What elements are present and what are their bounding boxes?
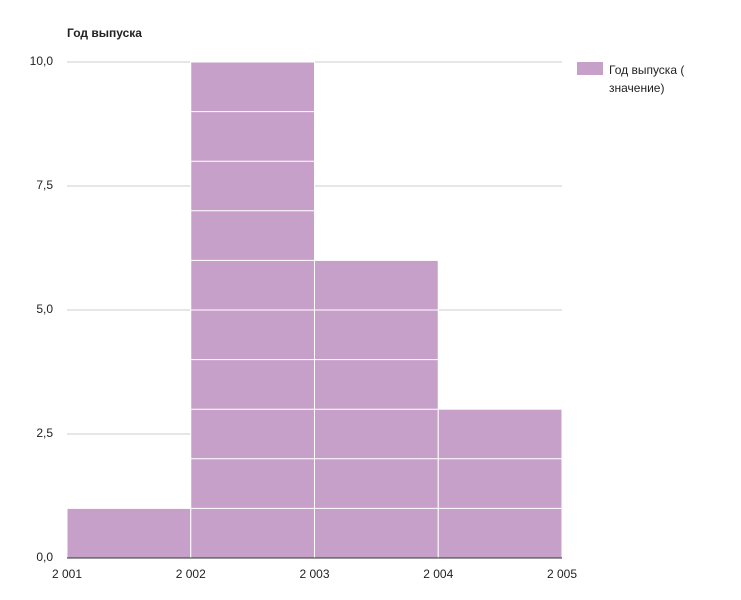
chart-title: Год выпуска xyxy=(67,26,142,40)
x-tick-label: 2 002 xyxy=(176,567,206,581)
legend-label: Год выпуска ( значение) xyxy=(609,63,685,95)
legend-swatch xyxy=(577,62,603,75)
y-tick-label: 7,5 xyxy=(36,178,53,192)
bar xyxy=(66,507,192,559)
bar xyxy=(437,408,563,559)
y-tick-label: 5,0 xyxy=(36,302,53,316)
x-tick-label: 2 005 xyxy=(547,567,577,581)
y-tick-label: 0,0 xyxy=(36,550,53,564)
y-tick-label: 10,0 xyxy=(30,54,54,68)
x-tick-label: 2 004 xyxy=(423,567,453,581)
x-tick-label: 2 001 xyxy=(52,567,82,581)
x-tick-label: 2 003 xyxy=(299,567,329,581)
y-tick-label: 2,5 xyxy=(36,426,53,440)
